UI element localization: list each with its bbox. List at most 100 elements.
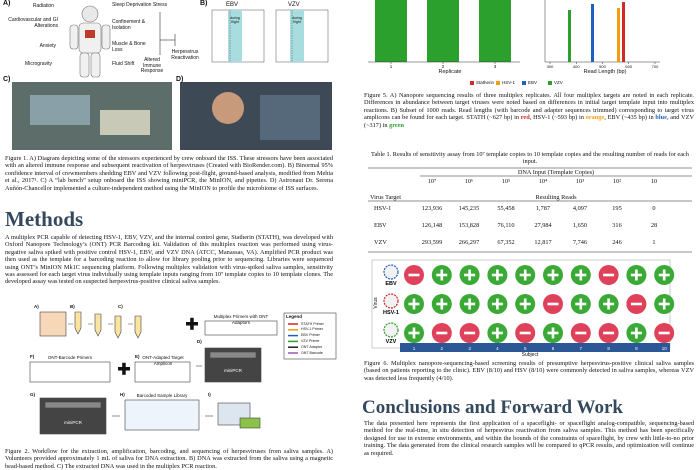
table-cell: 145,235 [458,205,480,212]
figure-caption: Figure 2. Workflow for the extraction, a… [5,448,333,470]
caption-text: blue [655,114,667,122]
x-tick-label: 2 [441,64,445,69]
subject-label: 9 [635,346,638,351]
row-label: EBV [385,281,397,287]
result-symbol [464,331,476,335]
pathway-label: Herpesvirus Reactivation [171,49,199,61]
virus-icon [383,322,399,338]
result-symbol [496,298,499,310]
x-tick-label: 3 [493,64,497,69]
subject-label: 3 [468,346,471,351]
table-cell: 67,352 [497,239,515,246]
photo-detail [260,95,320,140]
table-caption: Table 1. Results of sensitivity assay fr… [371,151,689,166]
table-column-header: 10⁵ [501,178,511,185]
legend-label: VZV Primer [301,338,320,343]
caption-text: Figure 5. A) Nanopore sequencing results… [364,92,694,122]
table-value-header: Resulting Reads [535,194,577,201]
figure-caption: Figure 6. Multiplex nanopore-sequencing-… [364,360,694,382]
result-symbol [412,327,416,339]
workflow-label: ONT-Barcode Primers [47,355,93,360]
legend-swatch [548,81,552,85]
result-symbol [440,269,444,281]
result-symbol [551,269,555,281]
result-symbol [547,302,559,306]
replicate-chart [368,0,520,63]
table-cell: 316 [612,222,622,229]
result-symbol [496,327,499,339]
panel-label: B) [200,0,208,7]
panel-label: C) [3,76,11,83]
subject-label: 6 [552,346,555,351]
result-symbol [635,269,638,281]
table-row-label: VZV [374,239,387,246]
read-length-chart [544,0,660,63]
caption-text: , HSV-1 (~593 bp) in [529,114,586,122]
pathway-label: Altered Immune Response [140,57,164,75]
x-tick-label: 500 [599,64,606,69]
x-tick-label: 400 [572,64,580,69]
methods-text: A multiplex PCR capable of detecting HSV… [5,234,333,286]
panel-label: D) [176,76,184,83]
subject-label: 7 [580,346,583,351]
conclusions-text: The data presented here represents the f… [364,420,694,457]
table-column-header: 10⁴ [538,178,548,185]
result-symbol [436,331,448,335]
table-cell: 293,599 [421,239,443,246]
caption-text: green [389,121,405,129]
caption-text: , and VZV (~317) in [364,114,694,129]
stressor-label: Muscle & Bone Loss [112,41,146,53]
stressor-label: Cardiovascular and GI Alterations [8,17,58,29]
figure-caption: Figure 1. A) Diagram depicting some of t… [5,155,333,192]
table-row-header: Virus Target [370,194,401,201]
plus-signs [118,317,198,375]
result-symbol [603,331,615,335]
x-tick-label: 700 [651,64,659,69]
row-label: HSV-1 [383,310,399,316]
x-tick-label: 1 [389,64,393,69]
virus-icon [383,264,399,280]
result-symbol [658,331,670,335]
workflow-label: Barcoded Sample Library [136,393,188,398]
legend-title: Legend [286,314,303,319]
stressor-label: Sleep Deprivation [112,2,152,8]
result-symbol [496,269,499,281]
panel-label: I) [208,392,211,397]
table-column-header: 10 [650,178,658,185]
legend-label: EBV [528,80,538,85]
caption-text: , EBV (~435 bp) in [604,114,656,122]
workflow-label: miniPCR [64,420,82,425]
pathway-arrows [159,12,176,55]
photo-detail [100,110,150,135]
table-column-header: 10³ [575,178,585,185]
table-column-header: 10⁷ [427,178,437,185]
result-symbol [468,298,471,310]
pathway-label: Stress [152,2,168,8]
legend-label: HSV-1 [502,80,516,85]
result-symbol [579,269,583,281]
panel-label: A) [34,304,39,309]
panel-label: H) [120,392,125,397]
panel-label: F) [30,354,35,359]
table-cell: 0 [652,205,656,212]
table-row-label: EBV [374,222,387,229]
legend-label: STATH Primer [301,321,324,326]
result-symbol [551,327,555,339]
section-heading: Methods [5,207,84,231]
photo-detail [212,92,244,124]
result-symbol [468,269,471,281]
table-cell: 12,817 [534,239,552,246]
table-cell: 55,458 [497,205,515,212]
legend-swatch [496,81,500,85]
band-label: during flight [230,16,240,24]
legend-label: HSV-1 Primer [301,327,323,332]
panel-label: G) [30,392,35,397]
stressor-label: Confinement & Isolation [112,19,146,31]
subject-bar [400,343,670,352]
table-column-header: 10² [612,178,622,185]
legend-label: ONT Adaptor [301,344,322,349]
result-symbol [603,273,615,277]
table-row-label: HSV-1 [374,205,392,212]
panel-label: B) [70,304,75,309]
